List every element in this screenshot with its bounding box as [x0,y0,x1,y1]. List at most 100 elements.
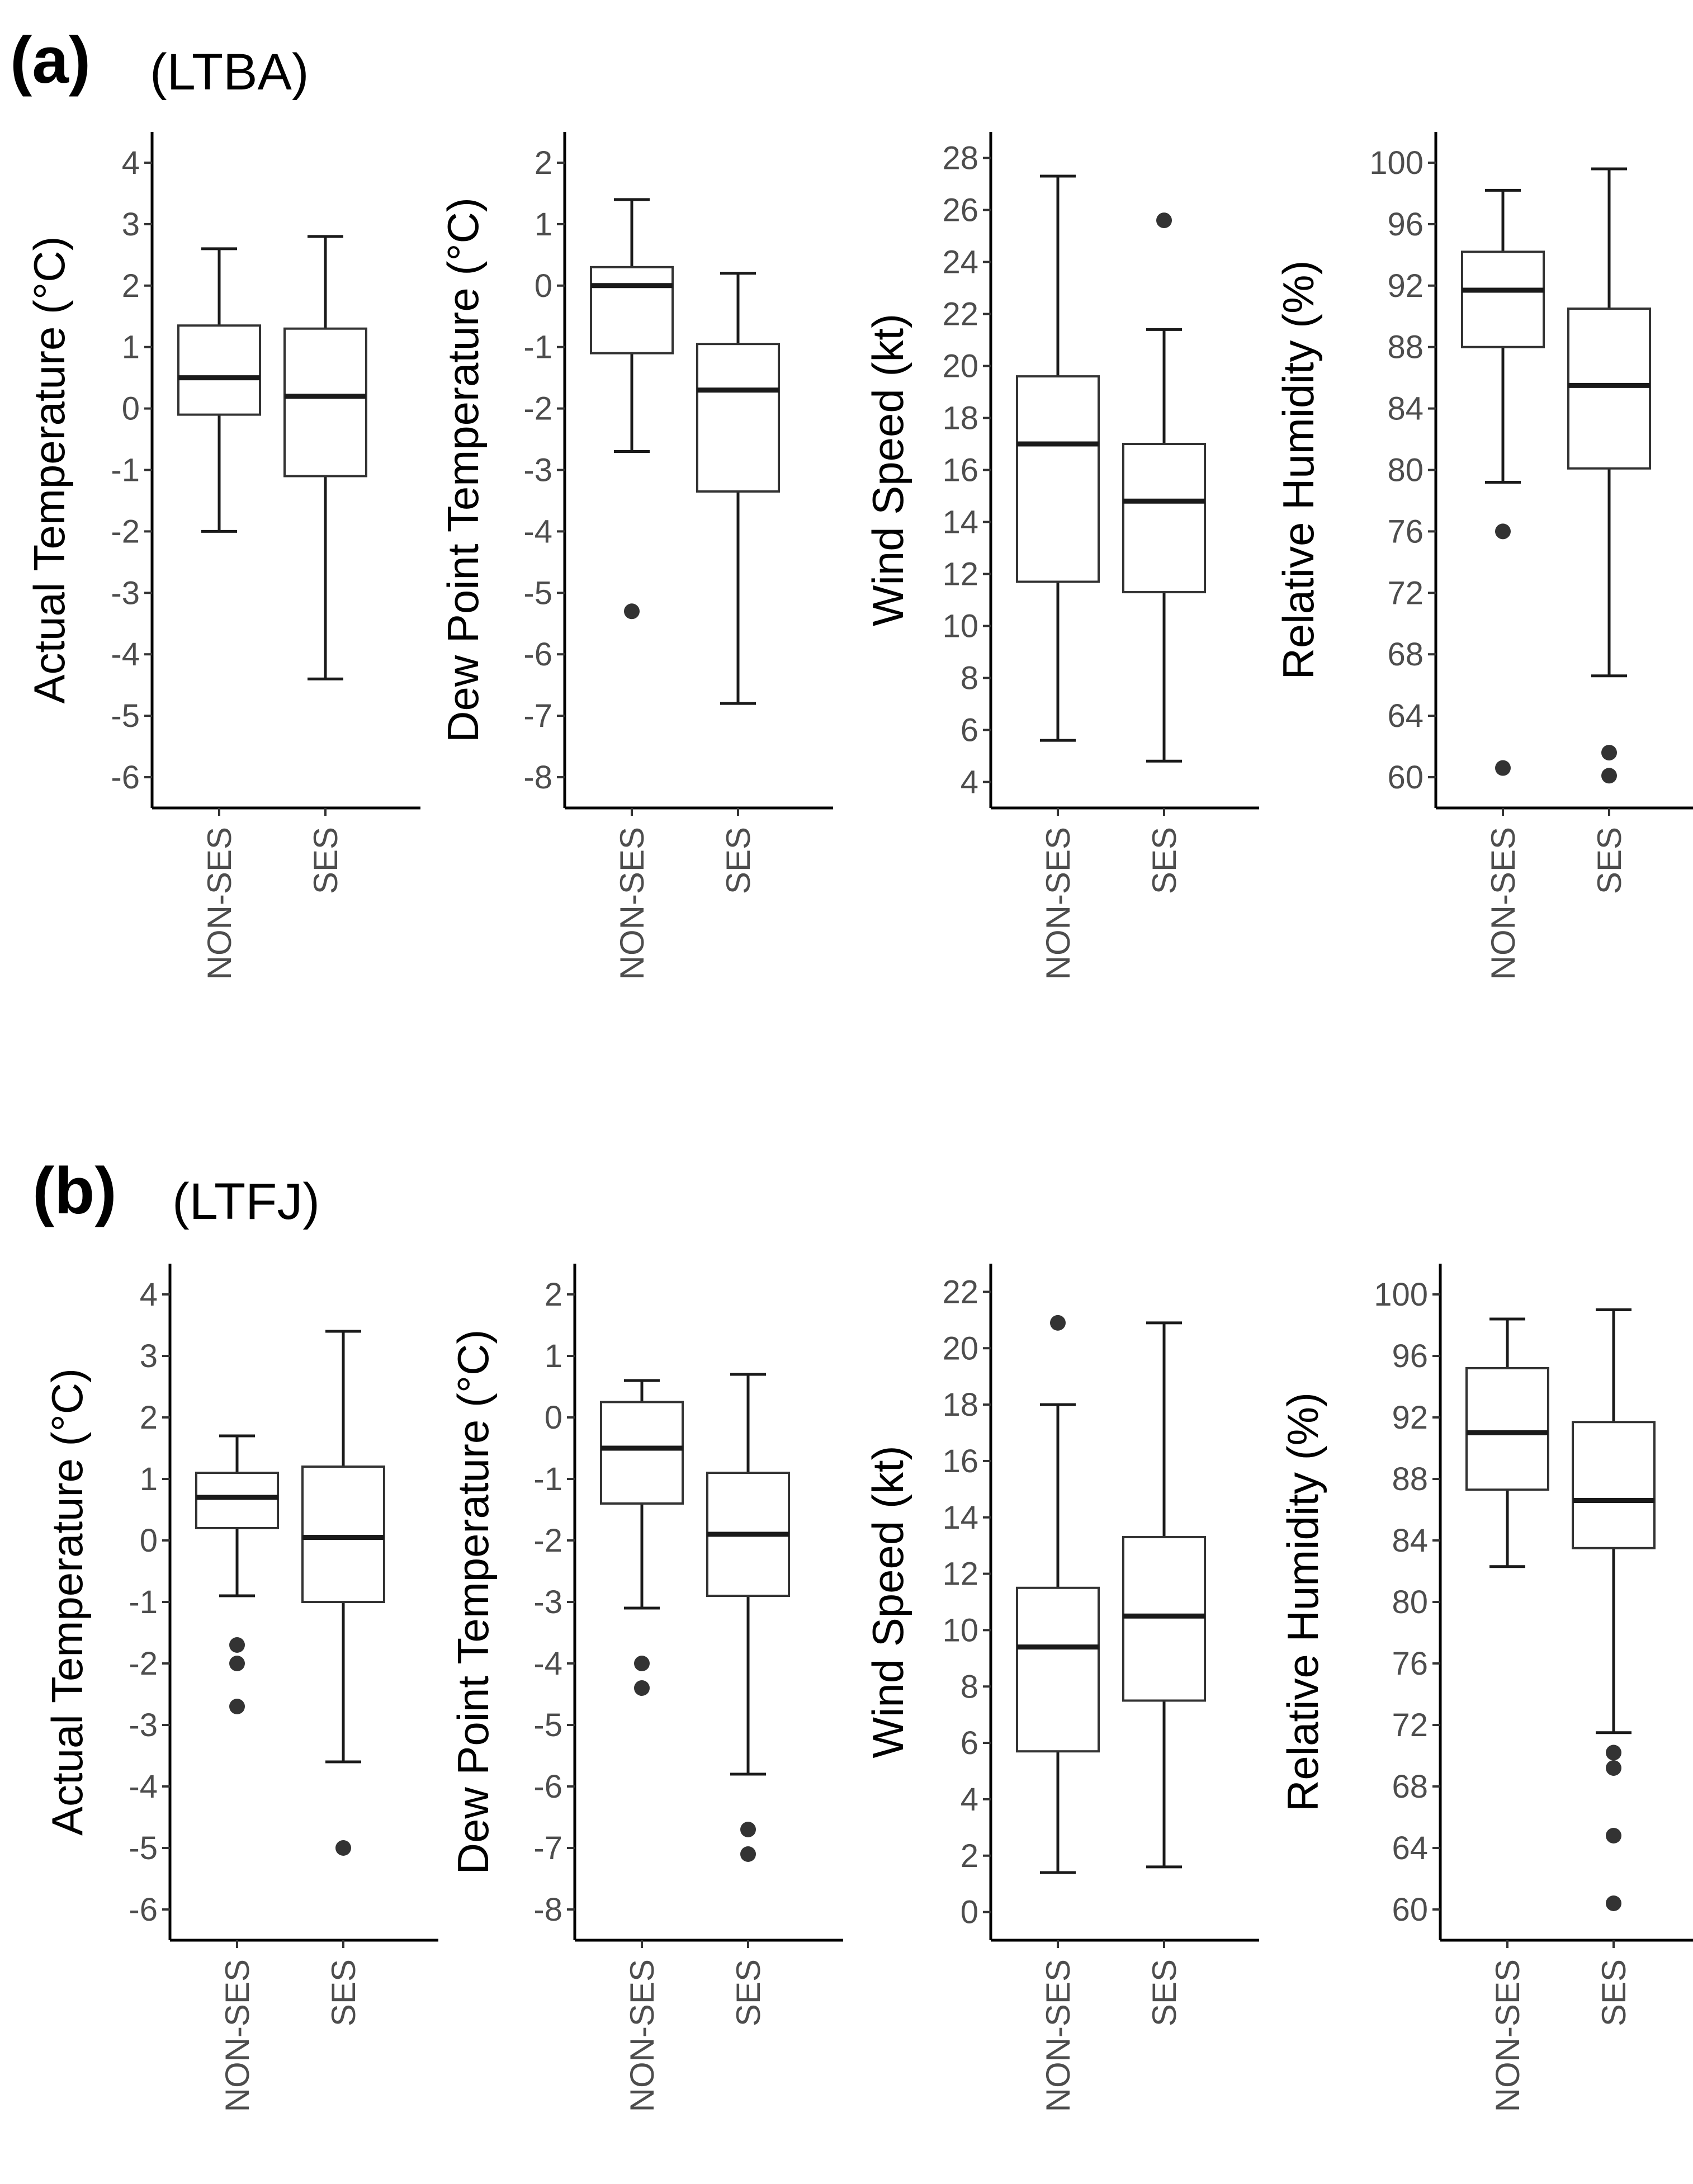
y-tick-label: -2 [129,1646,158,1682]
box-ses [706,1373,790,1862]
panel-a-letter: (a) [10,23,91,97]
y-axis-label: Dew Point Temperature (°C) [438,197,488,743]
x-tick-label: SES [1146,1959,1183,2026]
y-tick-label: 84 [1392,1523,1428,1559]
box-non-ses [1016,1315,1100,1874]
y-tick-label: 84 [1387,391,1424,427]
y-tick-label: 60 [1387,759,1424,796]
box-non-ses [177,247,261,533]
box-non-ses [600,1379,684,1696]
y-tick-label: 1 [122,329,140,366]
x-tick-label: SES [730,1959,767,2026]
iqr-box [195,1472,279,1529]
y-tick-label: -3 [533,1584,562,1620]
y-tick-label: 76 [1387,513,1424,550]
y-tick-label: -7 [523,698,552,734]
y-tick-label: 2 [535,145,552,181]
box-ses [1122,212,1206,763]
y-tick-label: 2 [140,1400,158,1436]
iqr-box [696,343,780,493]
y-tick-label: 22 [942,296,978,333]
box-non-ses [195,1434,279,1714]
y-tick-label: 20 [942,348,978,385]
y-axis-label: Relative Humidity (%) [1274,261,1323,680]
box-non-ses [1465,1317,1549,1568]
y-tick-label: 60 [1392,1892,1428,1928]
y-tick-label: 28 [942,140,978,177]
iqr-box [1122,443,1206,594]
iqr-box [1016,375,1100,583]
y-tick-label: 1 [140,1461,158,1497]
y-tick-label: 3 [140,1338,158,1374]
outlier-point [229,1699,245,1714]
y-tick-label: 26 [942,192,978,229]
y-tick-label: -8 [533,1892,562,1928]
outlier-point [335,1840,351,1856]
y-tick-label: -6 [129,1892,158,1928]
iqr-box [1572,1421,1656,1549]
iqr-box [1016,1586,1100,1753]
y-tick-label: -2 [111,513,140,550]
box-ses [301,1330,385,1856]
y-tick-label: -4 [111,636,140,673]
iqr-box [283,327,367,478]
y-axis-label: Wind Speed (kt) [863,314,912,626]
y-tick-label: 4 [122,145,140,181]
y-tick-label: 14 [942,1500,978,1536]
y-tick-label: -2 [533,1523,562,1559]
y-tick-label: 100 [1374,1277,1428,1313]
subplot-2: 2 1 0 -1 -2 -3 -4 -5 -6 -7 -8 Dew Point Temperature… [438,132,833,980]
y-tick-label: -5 [111,698,140,734]
y-tick-label: -6 [111,759,140,796]
y-tick-label: 4 [961,1781,978,1818]
panel-b-site: (LTFJ) [172,1173,320,1230]
iqr-box [1122,1536,1206,1702]
subplot-5: 4 3 2 1 0 -1 -2 -3 -4 -5 -6 Actual Temperature (°C)… [42,1264,438,2112]
y-tick-label: 8 [961,1668,978,1705]
x-tick-label: SES [307,827,344,894]
x-tick-label: NON-SES [1039,827,1077,980]
y-tick-label: 10 [942,1612,978,1648]
subplot-8: 100 96 92 88 84 80 76 72 68 64 60 Relative Humidity… [1278,1264,1693,2112]
y-tick-label: 0 [961,1894,978,1931]
y-axis-label: Actual Temperature (°C) [25,236,74,703]
subplot-3: 28 26 24 22 20 18 16 14 12 10 8 6 4 Wind Speed (kt) NO… [863,132,1259,980]
y-tick-label: 2 [122,268,140,304]
y-tick-label: 64 [1392,1830,1428,1866]
iqr-box [177,324,261,416]
outlier-point [1156,212,1172,229]
y-axis-label: Actual Temperature (°C) [42,1368,92,1836]
y-tick-label: -6 [533,1769,562,1805]
box-ses [283,235,367,680]
y-tick-label: 88 [1387,329,1424,366]
iqr-box [1465,1367,1549,1491]
y-tick-label: -1 [129,1584,158,1620]
y-tick-label: -5 [129,1830,158,1866]
y-tick-label: -1 [111,452,140,489]
y-tick-label: -4 [533,1646,562,1682]
outlier-point [1606,1760,1621,1776]
y-tick-label: 0 [140,1523,158,1559]
y-tick-label: 4 [140,1277,158,1313]
y-tick-label: -1 [533,1461,562,1497]
y-tick-label: -6 [523,636,552,673]
outlier-point [634,1656,650,1671]
y-tick-label: 68 [1392,1769,1428,1805]
x-tick-label: NON-SES [1039,1959,1077,2112]
y-tick-label: 68 [1387,636,1424,673]
iqr-box [1567,307,1651,470]
y-tick-label: 92 [1392,1400,1428,1436]
iqr-box [1461,250,1545,348]
outlier-point [1606,1745,1621,1761]
x-tick-label: NON-SES [613,827,651,980]
y-tick-label: 0 [545,1400,562,1436]
y-tick-label: 3 [122,206,140,243]
y-axis-label: Relative Humidity (%) [1278,1392,1327,1812]
x-tick-label: SES [1146,827,1183,894]
outlier-point [1495,523,1511,540]
outlier-point [1606,1828,1621,1843]
x-tick-label: SES [1591,827,1628,894]
x-tick-label: SES [1595,1959,1633,2026]
x-tick-label: NON-SES [201,827,238,980]
